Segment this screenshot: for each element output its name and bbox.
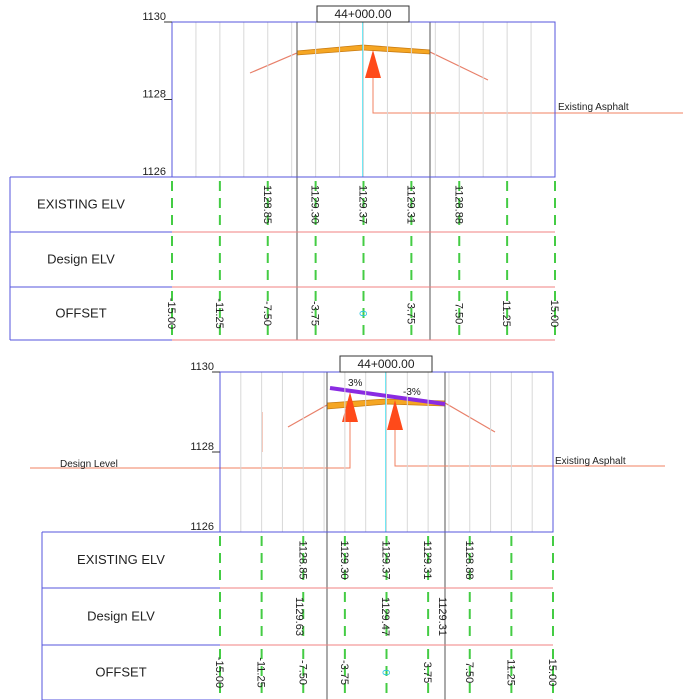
row-value: 11.25	[504, 659, 516, 686]
row-value: 1129.37	[380, 541, 392, 580]
row-value: 15.00	[548, 300, 560, 328]
elevation-label: 1126	[142, 166, 166, 178]
elevation-label: 1128	[190, 441, 214, 453]
row-value: 11.25	[500, 300, 512, 327]
row-value: 0	[357, 310, 369, 316]
row-value: 3.75	[404, 303, 416, 324]
section-2-geometry	[30, 372, 665, 700]
row-value: 7.50	[452, 303, 464, 324]
row-value: 1129.31	[421, 541, 433, 580]
row-value: 1129.63	[293, 597, 305, 636]
row-value: -15.00	[213, 657, 225, 688]
annotation: Design Level	[60, 459, 118, 470]
row-value: -15.00	[165, 298, 177, 329]
elevation-label: 1130	[142, 11, 166, 23]
row-value: 1129.37	[357, 185, 369, 224]
row-value: 1129.31	[404, 185, 416, 224]
slope-label: 3%	[348, 378, 363, 389]
row-value: -7.50	[261, 301, 273, 326]
station-label: 44+000.00	[357, 357, 414, 371]
row-value: -11.25	[255, 657, 267, 687]
row-value: 1128.85	[261, 185, 273, 224]
row-value: 7.50	[463, 662, 475, 683]
row-value: 1129.31	[436, 597, 448, 636]
row-value: 15.00	[546, 659, 558, 687]
row-value: -7.50	[296, 660, 308, 685]
row-value: 0	[380, 669, 392, 675]
row-value: 1128.85	[296, 541, 308, 580]
station-label: 44+000.00	[334, 7, 391, 21]
row-value: 1128.88	[463, 541, 475, 580]
row-label: OFFSET	[95, 665, 146, 680]
row-value: 3.75	[421, 662, 433, 683]
annotation: Existing Asphalt	[558, 102, 629, 113]
elevation-label: 1126	[190, 521, 214, 533]
row-label: Design ELV	[47, 252, 115, 267]
station-box	[316, 5, 410, 23]
row-value: 1129.30	[338, 541, 350, 580]
row-value: 1129.47	[379, 597, 391, 636]
row-label: Design ELV	[87, 609, 155, 624]
annotation: Existing Asphalt	[555, 456, 626, 467]
row-value: 1128.88	[452, 185, 464, 224]
elevation-label: 1130	[190, 361, 214, 373]
row-label: OFFSET	[55, 306, 106, 321]
slope-label: -3%	[403, 387, 421, 398]
row-value: -11.25	[213, 298, 225, 328]
row-value: -3.75	[338, 660, 350, 685]
row-value: 1129.30	[309, 185, 321, 224]
row-label: EXISTING ELV	[77, 552, 165, 567]
row-label: EXISTING ELV	[37, 197, 125, 212]
station-box	[339, 355, 433, 373]
elevation-label: 1128	[142, 89, 166, 101]
row-value: -3.75	[309, 301, 321, 326]
